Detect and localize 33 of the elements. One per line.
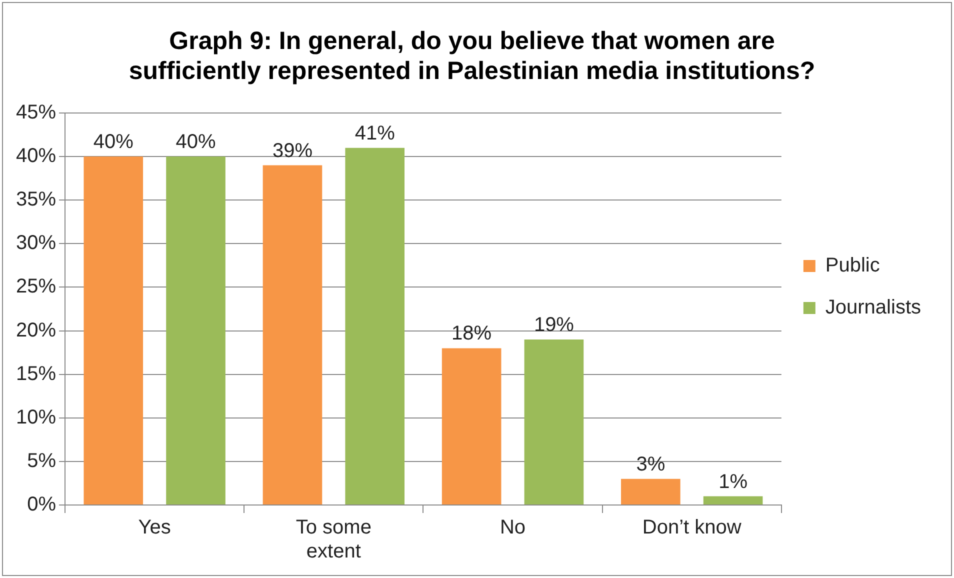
chart-title: Graph 9: In general, do you believe that women are sufficiently represented in Palestinian media institutions? xyxy=(128,26,816,85)
bar xyxy=(703,496,763,504)
y-tick-label: 10% xyxy=(16,406,56,428)
y-tick-label: 30% xyxy=(16,232,56,254)
bar xyxy=(524,339,584,504)
data-label: 18% xyxy=(452,322,492,345)
legend-label: Journalists xyxy=(825,296,922,319)
bar xyxy=(345,148,405,504)
y-tick-label: 0% xyxy=(27,494,56,516)
x-tick-label: No xyxy=(500,516,526,539)
y-tick-label: 20% xyxy=(16,319,56,342)
data-label: 3% xyxy=(636,453,666,476)
x-tick-label: Don’t know xyxy=(642,516,742,539)
y-tick-label: 40% xyxy=(16,145,56,168)
x-tick-label: To some extent xyxy=(296,516,372,563)
bar xyxy=(262,165,322,504)
bar xyxy=(621,478,680,504)
data-label: 40% xyxy=(176,131,216,154)
bar xyxy=(166,156,226,504)
y-tick-label: 15% xyxy=(16,362,56,385)
y-tick-label: 5% xyxy=(27,450,56,472)
x-tick-label: Yes xyxy=(138,516,171,539)
y-tick-label: 45% xyxy=(16,102,56,124)
y-tick-label: 25% xyxy=(16,276,56,298)
data-label: 39% xyxy=(272,140,313,162)
data-label: 1% xyxy=(718,470,748,493)
y-tick-label: 35% xyxy=(16,188,56,211)
data-label: 19% xyxy=(534,314,574,336)
bar xyxy=(84,156,144,504)
bar xyxy=(442,348,502,504)
data-label: 41% xyxy=(354,122,396,144)
legend-label: Public xyxy=(825,254,880,277)
data-label: 40% xyxy=(93,131,134,154)
